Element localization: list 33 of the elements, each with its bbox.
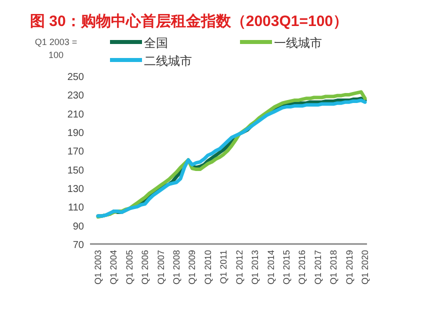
x-tick-label: Q1 2006 — [140, 250, 150, 285]
x-tick-label: Q1 2005 — [124, 250, 134, 285]
y-tick-label: 90 — [72, 221, 84, 232]
y-tick-label: 250 — [67, 72, 84, 83]
x-tick-label: Q1 2020 — [360, 250, 370, 285]
x-tick-label: Q1 2015 — [281, 250, 292, 285]
x-tick-label: Q1 2012 — [234, 250, 244, 285]
x-tick-label: Q1 2014 — [266, 250, 276, 285]
x-tick-label: Q1 2016 — [297, 250, 308, 285]
y-tick-label: 210 — [67, 109, 84, 120]
y-tick-label: 110 — [68, 202, 84, 214]
x-tick-label: Q1 2007 — [156, 250, 166, 285]
x-tick-label: Q1 2018 — [328, 250, 339, 285]
x-tick-label: Q1 2003 — [93, 250, 103, 285]
x-tick-label: Q1 2010 — [202, 250, 213, 285]
x-tick-label: Q1 2008 — [172, 250, 182, 285]
x-tick-label: Q1 2019 — [344, 250, 354, 285]
legend-label: 全国 — [144, 36, 168, 50]
x-tick-label: Q1 2013 — [250, 250, 260, 285]
x-tick-label: Q1 2004 — [108, 250, 119, 285]
x-tick-label: Q1 2011 — [218, 250, 229, 284]
y-tick-label: 130 — [67, 184, 84, 195]
x-tick-label: Q1 2017 — [312, 250, 323, 285]
legend-label: 一线城市 — [274, 36, 322, 50]
y-axis-title: Q1 2003 = 100 — [34, 37, 78, 60]
legend-label: 二线城市 — [144, 54, 192, 68]
chart-title: 图 30：购物中心首层租金指数（2003Q1=100） — [30, 12, 348, 30]
x-tick-label: Q1 2009 — [187, 250, 198, 285]
y-tick-label: 230 — [67, 90, 84, 102]
y-tick-label: 70 — [72, 240, 84, 251]
y-tick-label: 170 — [67, 146, 84, 158]
y-tick-label: 190 — [67, 128, 84, 139]
y-tick-label: 150 — [67, 165, 84, 176]
